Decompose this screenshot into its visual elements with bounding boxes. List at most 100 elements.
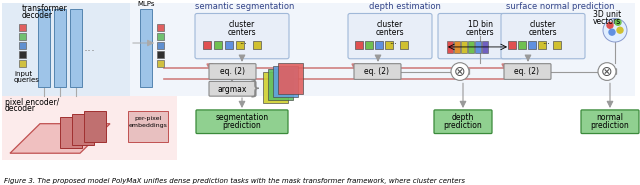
Bar bbox=[263, 72, 288, 103]
Text: ⊗: ⊗ bbox=[454, 65, 466, 79]
Bar bbox=[140, 9, 152, 87]
Text: decoder: decoder bbox=[5, 105, 36, 113]
Text: eq. (2): eq. (2) bbox=[365, 67, 390, 76]
Bar bbox=[528, 41, 536, 49]
Text: cluster: cluster bbox=[530, 20, 556, 29]
Bar bbox=[157, 24, 164, 31]
Bar bbox=[400, 41, 408, 49]
Text: eq. (2): eq. (2) bbox=[220, 67, 244, 76]
Bar bbox=[482, 41, 488, 53]
Text: per-pixel: per-pixel bbox=[134, 116, 162, 121]
Text: input: input bbox=[14, 71, 32, 78]
Text: centers: centers bbox=[466, 28, 494, 37]
Bar bbox=[19, 24, 26, 31]
Bar bbox=[518, 41, 526, 49]
Bar bbox=[468, 41, 474, 53]
Text: prediction: prediction bbox=[444, 121, 483, 130]
Text: Figure 3. The proposed model PolyMaX unifies dense prediction tasks with the mas: Figure 3. The proposed model PolyMaX uni… bbox=[4, 178, 465, 184]
FancyBboxPatch shape bbox=[195, 14, 289, 59]
Circle shape bbox=[451, 63, 469, 80]
Bar bbox=[157, 51, 164, 58]
Text: prediction: prediction bbox=[591, 121, 629, 130]
Text: ···: ··· bbox=[389, 41, 397, 49]
Text: ⊗: ⊗ bbox=[601, 65, 613, 79]
Bar bbox=[447, 41, 453, 53]
Text: surface normal prediction: surface normal prediction bbox=[506, 2, 614, 11]
Bar bbox=[2, 96, 177, 160]
Circle shape bbox=[607, 22, 613, 28]
Text: decoder: decoder bbox=[22, 11, 53, 20]
Bar bbox=[236, 41, 244, 49]
Bar bbox=[273, 66, 298, 97]
Text: depth estimation: depth estimation bbox=[369, 2, 441, 11]
Text: centers: centers bbox=[529, 28, 557, 37]
FancyBboxPatch shape bbox=[504, 64, 551, 79]
Circle shape bbox=[617, 27, 623, 33]
Text: depth: depth bbox=[452, 113, 474, 122]
FancyBboxPatch shape bbox=[196, 110, 288, 134]
FancyBboxPatch shape bbox=[501, 14, 585, 59]
FancyBboxPatch shape bbox=[434, 110, 492, 134]
Bar bbox=[60, 117, 82, 148]
Text: argmax: argmax bbox=[218, 85, 246, 94]
Circle shape bbox=[598, 63, 616, 80]
Text: normal: normal bbox=[596, 113, 623, 122]
Text: semantic segmentation: semantic segmentation bbox=[195, 2, 294, 11]
Bar bbox=[19, 60, 26, 67]
Bar bbox=[214, 41, 222, 49]
Bar bbox=[157, 60, 164, 67]
Bar bbox=[365, 41, 373, 49]
Circle shape bbox=[603, 18, 627, 42]
Bar bbox=[268, 69, 293, 100]
Bar bbox=[19, 42, 26, 49]
Text: segmentation: segmentation bbox=[216, 113, 269, 122]
Text: MLPs: MLPs bbox=[137, 1, 155, 7]
Bar bbox=[157, 42, 164, 49]
Bar bbox=[2, 3, 130, 96]
Text: transformer: transformer bbox=[22, 4, 68, 13]
Bar bbox=[553, 41, 561, 49]
Bar bbox=[203, 41, 211, 49]
Bar bbox=[72, 114, 94, 145]
Bar bbox=[157, 33, 164, 40]
FancyBboxPatch shape bbox=[348, 14, 432, 59]
Text: eq. (2): eq. (2) bbox=[515, 67, 540, 76]
Text: 3D unit: 3D unit bbox=[593, 10, 621, 19]
Bar bbox=[84, 111, 106, 142]
Bar bbox=[508, 41, 516, 49]
Bar bbox=[355, 41, 363, 49]
FancyBboxPatch shape bbox=[354, 64, 401, 79]
Bar bbox=[375, 41, 383, 49]
Text: vectors: vectors bbox=[593, 17, 621, 26]
Text: embeddings: embeddings bbox=[129, 123, 168, 128]
Text: }: } bbox=[248, 79, 261, 98]
Bar bbox=[70, 9, 82, 87]
FancyBboxPatch shape bbox=[209, 81, 256, 96]
Bar bbox=[475, 41, 481, 53]
Bar bbox=[538, 41, 546, 49]
Text: pixel encoder/: pixel encoder/ bbox=[5, 97, 60, 107]
Bar bbox=[253, 41, 261, 49]
Bar bbox=[130, 3, 635, 96]
Bar bbox=[19, 33, 26, 40]
Bar bbox=[38, 9, 50, 87]
Text: cluster: cluster bbox=[229, 20, 255, 29]
FancyBboxPatch shape bbox=[438, 14, 522, 59]
Bar bbox=[454, 41, 460, 53]
Text: ...: ... bbox=[84, 41, 96, 54]
Bar bbox=[385, 41, 393, 49]
Circle shape bbox=[609, 29, 615, 35]
Text: queries: queries bbox=[14, 77, 40, 83]
FancyBboxPatch shape bbox=[209, 64, 256, 79]
Bar bbox=[225, 41, 233, 49]
Bar bbox=[461, 41, 467, 53]
Text: cluster: cluster bbox=[377, 20, 403, 29]
Circle shape bbox=[615, 19, 621, 25]
Bar bbox=[19, 51, 26, 58]
Text: ···: ··· bbox=[542, 41, 550, 49]
Text: 1D bin: 1D bin bbox=[467, 20, 493, 29]
Polygon shape bbox=[10, 124, 110, 153]
Bar bbox=[278, 63, 303, 94]
Text: centers: centers bbox=[376, 28, 404, 37]
Text: ···: ··· bbox=[239, 41, 247, 49]
